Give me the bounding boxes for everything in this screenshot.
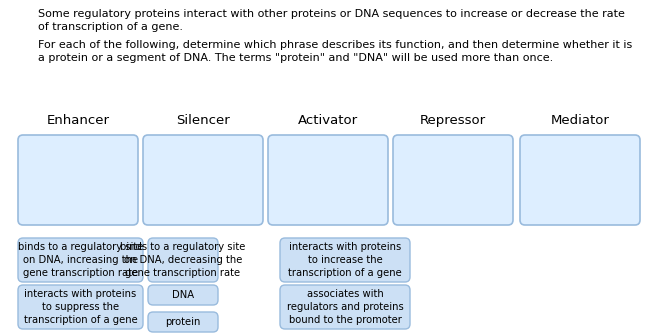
FancyBboxPatch shape [148, 285, 218, 305]
Text: Mediator: Mediator [551, 114, 610, 127]
Text: For each of the following, determine which phrase describes its function, and th: For each of the following, determine whi… [38, 40, 632, 50]
Text: Some regulatory proteins interact with other proteins or DNA sequences to increa: Some regulatory proteins interact with o… [38, 9, 625, 19]
FancyBboxPatch shape [520, 135, 640, 225]
Text: a protein or a segment of DNA. The terms "protein" and "DNA" will be used more t: a protein or a segment of DNA. The terms… [38, 53, 553, 63]
Text: associates with
regulators and proteins
bound to the promoter: associates with regulators and proteins … [287, 289, 403, 325]
FancyBboxPatch shape [280, 238, 410, 282]
Text: Silencer: Silencer [176, 114, 230, 127]
Text: Enhancer: Enhancer [46, 114, 109, 127]
Text: of transcription of a gene.: of transcription of a gene. [38, 22, 183, 32]
Text: DNA: DNA [172, 290, 194, 300]
FancyBboxPatch shape [393, 135, 513, 225]
FancyBboxPatch shape [18, 285, 143, 329]
FancyBboxPatch shape [280, 285, 410, 329]
Text: protein: protein [165, 317, 201, 327]
FancyBboxPatch shape [148, 238, 218, 282]
Text: binds to a regulatory site
on DNA, increasing the
gene transcription rate: binds to a regulatory site on DNA, incre… [18, 242, 143, 278]
Text: interacts with proteins
to increase the
transcription of a gene: interacts with proteins to increase the … [288, 242, 402, 278]
Text: Activator: Activator [298, 114, 358, 127]
FancyBboxPatch shape [18, 238, 143, 282]
FancyBboxPatch shape [18, 135, 138, 225]
FancyBboxPatch shape [148, 312, 218, 332]
Text: Repressor: Repressor [420, 114, 486, 127]
Text: binds to a regulatory site
on DNA, decreasing the
gene transcription rate: binds to a regulatory site on DNA, decre… [121, 242, 246, 278]
FancyBboxPatch shape [143, 135, 263, 225]
Text: interacts with proteins
to suppress the
transcription of a gene: interacts with proteins to suppress the … [23, 289, 137, 325]
FancyBboxPatch shape [268, 135, 388, 225]
